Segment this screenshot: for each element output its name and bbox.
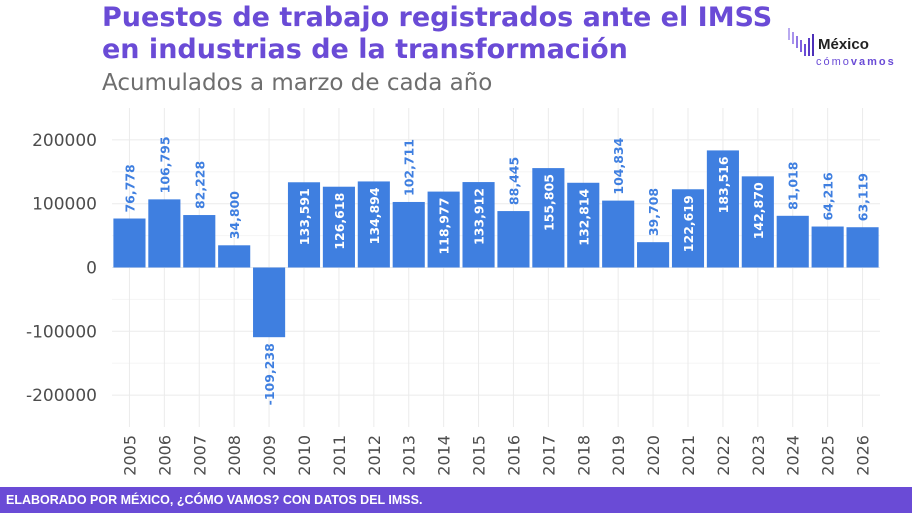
bar-2015 bbox=[462, 182, 495, 268]
x-tick-label-2009: 2009 bbox=[260, 435, 279, 476]
bar-2017 bbox=[532, 168, 565, 268]
bar-2026 bbox=[846, 227, 879, 268]
bar-2018 bbox=[567, 182, 600, 268]
value-label-2014: 118,977 bbox=[437, 198, 452, 255]
y-tick-label: -200000 bbox=[26, 386, 97, 406]
y-tick-label: -100000 bbox=[26, 322, 97, 342]
bar-2025 bbox=[811, 226, 844, 268]
x-tick-label-2011: 2011 bbox=[330, 435, 349, 476]
value-label-2007: 82,228 bbox=[192, 161, 207, 209]
bar-2007 bbox=[183, 215, 216, 268]
x-tick-label-2019: 2019 bbox=[609, 435, 628, 476]
y-tick-label: 200000 bbox=[32, 131, 97, 151]
x-tick-label-2010: 2010 bbox=[295, 435, 314, 476]
footer-credit: ELABORADO POR MÉXICO, ¿CÓMO VAMOS? CON D… bbox=[0, 487, 912, 513]
bar-2021 bbox=[671, 189, 705, 268]
value-label-2005: 76,778 bbox=[122, 164, 137, 212]
x-tick-label-2007: 2007 bbox=[190, 435, 209, 476]
value-label-2022: 183,516 bbox=[716, 156, 731, 213]
value-label-2023: 142,870 bbox=[751, 182, 766, 239]
y-tick-label: 0 bbox=[86, 259, 97, 279]
value-label-2017: 155,805 bbox=[541, 174, 556, 231]
x-tick-label-2016: 2016 bbox=[504, 435, 523, 476]
logo-sub-light: cómo bbox=[816, 56, 851, 68]
x-tick-label-2024: 2024 bbox=[784, 435, 803, 476]
bar-2011 bbox=[322, 186, 355, 268]
chart-subtitle: Acumulados a marzo de cada año bbox=[102, 70, 493, 96]
bar-2010 bbox=[287, 182, 321, 268]
bar-2022 bbox=[706, 150, 739, 268]
x-tick-label-2025: 2025 bbox=[819, 435, 838, 476]
bar-2016 bbox=[497, 211, 530, 268]
x-tick-label-2014: 2014 bbox=[435, 435, 454, 476]
x-tick-label-2026: 2026 bbox=[854, 435, 873, 476]
value-label-2010: 133,591 bbox=[297, 188, 312, 245]
bar-chart: 200000 100000 0 -100000 -200000 76,778 2005 106… bbox=[26, 108, 880, 476]
value-label-2006: 106,795 bbox=[157, 136, 172, 193]
bar-2023 bbox=[741, 176, 774, 268]
value-label-2025: 64,216 bbox=[821, 172, 836, 221]
bar-2014 bbox=[427, 191, 460, 268]
x-tick-label-2023: 2023 bbox=[749, 435, 768, 476]
x-tick-label-2022: 2022 bbox=[714, 435, 733, 476]
x-tick-label-2020: 2020 bbox=[644, 435, 663, 476]
value-label-2012: 134,894 bbox=[367, 187, 382, 244]
bar-2008 bbox=[218, 245, 251, 268]
value-label-2013: 102,711 bbox=[402, 139, 417, 196]
value-label-2024: 81,018 bbox=[786, 162, 801, 210]
x-tick-label-2021: 2021 bbox=[679, 435, 698, 476]
bar-2019 bbox=[602, 200, 635, 268]
x-tick-label-2015: 2015 bbox=[470, 435, 489, 476]
value-label-2008: 34,800 bbox=[227, 191, 242, 240]
logo-subtitle: cómovamos bbox=[816, 56, 896, 68]
bar-2009 bbox=[253, 267, 286, 338]
y-tick-label: 100000 bbox=[32, 195, 97, 215]
bar-2006 bbox=[148, 199, 181, 268]
logo-bars-icon bbox=[788, 28, 814, 56]
logo-sub-bold: vamos bbox=[850, 56, 896, 68]
bar-2013 bbox=[392, 201, 425, 268]
value-label-2011: 126,618 bbox=[332, 193, 347, 250]
bar-2020 bbox=[637, 242, 670, 268]
x-tick-label-2008: 2008 bbox=[225, 435, 244, 476]
value-label-2026: 63,119 bbox=[856, 173, 871, 221]
value-label-2015: 133,912 bbox=[472, 188, 487, 245]
bar-2005 bbox=[113, 218, 146, 268]
value-label-2018: 132,814 bbox=[576, 188, 591, 245]
value-label-2020: 39,708 bbox=[646, 188, 661, 236]
value-label-2019: 104,834 bbox=[611, 137, 626, 194]
bar-2024 bbox=[776, 215, 809, 268]
x-tick-label-2018: 2018 bbox=[574, 435, 593, 476]
title-line-2: en industrias de la transformación bbox=[102, 34, 628, 65]
x-tick-label-2017: 2017 bbox=[539, 435, 558, 476]
mexico-como-vamos-logo: México cómovamos bbox=[786, 26, 906, 76]
value-label-2016: 88,445 bbox=[506, 157, 521, 205]
bar-2012 bbox=[357, 181, 390, 268]
value-label-2009: -109,238 bbox=[262, 343, 277, 405]
x-tick-label-2005: 2005 bbox=[120, 435, 139, 476]
title-line-1: Puestos de trabajo registrados ante el I… bbox=[102, 2, 773, 33]
x-tick-label-2006: 2006 bbox=[155, 435, 174, 476]
x-tick-label-2013: 2013 bbox=[400, 435, 419, 476]
value-label-2021: 122,619 bbox=[681, 195, 696, 252]
logo-name: México bbox=[818, 36, 869, 53]
chart-title: Puestos de trabajo registrados ante el I… bbox=[102, 2, 782, 66]
x-tick-label-2012: 2012 bbox=[365, 435, 384, 476]
